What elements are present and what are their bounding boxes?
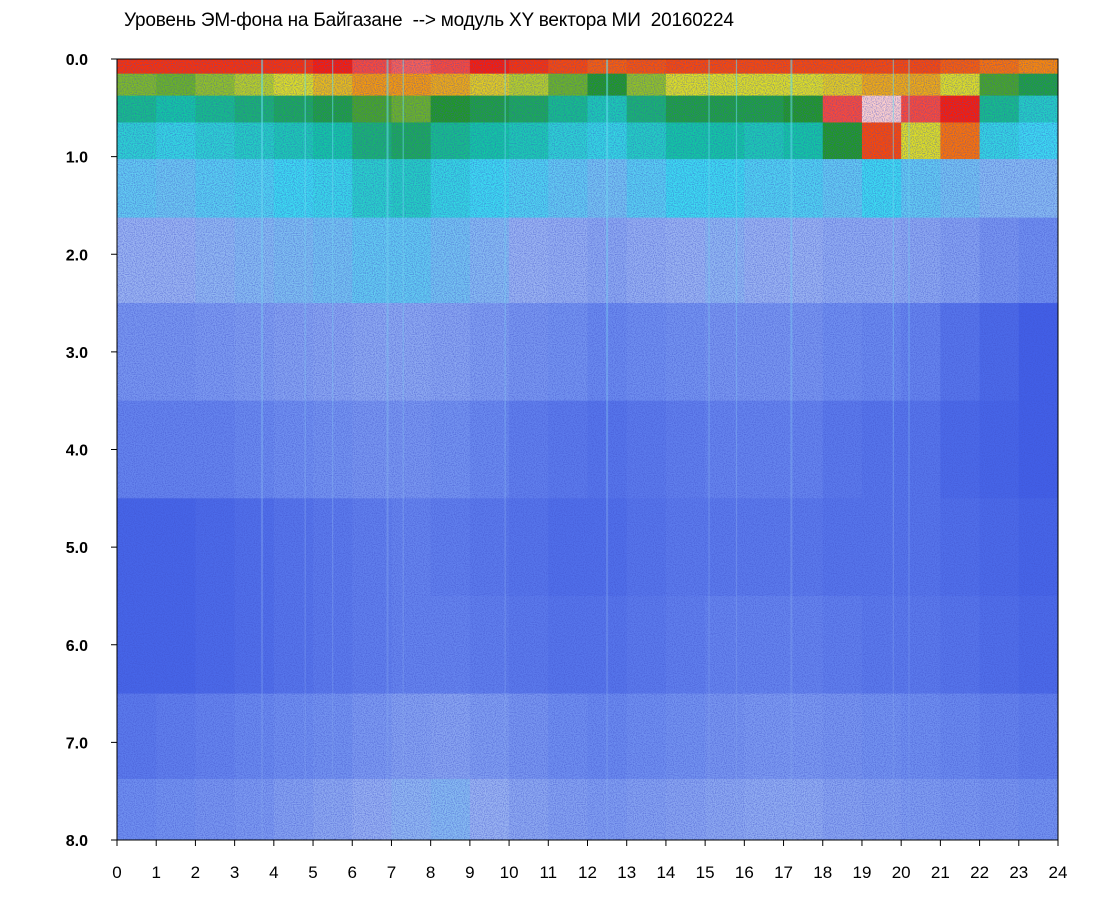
y-tick-label: 3.0 [66,345,88,362]
x-tick-label: 23 [1009,863,1028,882]
y-tick-label: 2.0 [66,247,88,264]
interference-streak [892,59,894,840]
interference-streak [708,59,710,840]
x-axis: 0 1 2 3 4 5 6 7 8 9 10 11 12 13 14 15 16 17 18 19 20 21 22 23 24 [112,840,1067,882]
x-tick-label: 9 [465,863,474,882]
noise-texture [117,59,1058,840]
interference-streak [606,59,609,840]
x-tick-label: 21 [931,863,950,882]
x-tick-label: 18 [813,863,832,882]
interference-streak [504,59,506,840]
x-tick-label: 6 [348,863,357,882]
interference-streak [402,59,404,840]
x-tick-label: 12 [578,863,597,882]
x-tick-label: 7 [387,863,396,882]
x-tick-label: 16 [735,863,754,882]
x-tick-label: 10 [500,863,519,882]
x-tick-label: 1 [151,863,160,882]
x-tick-label: 14 [656,863,675,882]
x-tick-label: 5 [308,863,317,882]
x-tick-label: 17 [774,863,793,882]
plot-area [117,59,1058,840]
x-tick-label: 3 [230,863,239,882]
y-tick-label: 8.0 [66,833,88,850]
x-tick-label: 11 [539,863,557,882]
chart-title: Уровень ЭМ-фона на Байгазане --> модуль … [124,10,734,31]
y-tick-label: 5.0 [66,540,88,557]
interference-streak [261,59,264,840]
x-tick-label: 8 [426,863,435,882]
interference-streak [304,59,306,840]
x-tick-label: 2 [191,863,200,882]
x-tick-label: 22 [970,863,989,882]
y-axis: 0.0 1.0 2.0 3.0 4.0 5.0 6.0 7.0 8.0 [66,52,117,850]
x-tick-label: 19 [852,863,871,882]
interference-streak [908,59,910,840]
interference-streak [332,59,334,840]
y-tick-label: 4.0 [66,443,88,460]
interference-streak [790,59,793,840]
y-tick-label: 7.0 [66,735,88,752]
y-tick-label: 0.0 [66,52,88,69]
x-tick-label: 0 [112,863,121,882]
x-tick-label: 24 [1049,863,1068,882]
interference-streak [735,59,738,840]
x-tick-label: 15 [696,863,715,882]
x-tick-label: 20 [892,863,911,882]
interference-streaks [261,59,910,840]
y-tick-label: 6.0 [66,638,88,655]
x-tick-label: 13 [617,863,636,882]
interference-streak [386,59,389,840]
x-tick-label: 4 [269,863,278,882]
y-tick-label: 1.0 [66,150,88,167]
